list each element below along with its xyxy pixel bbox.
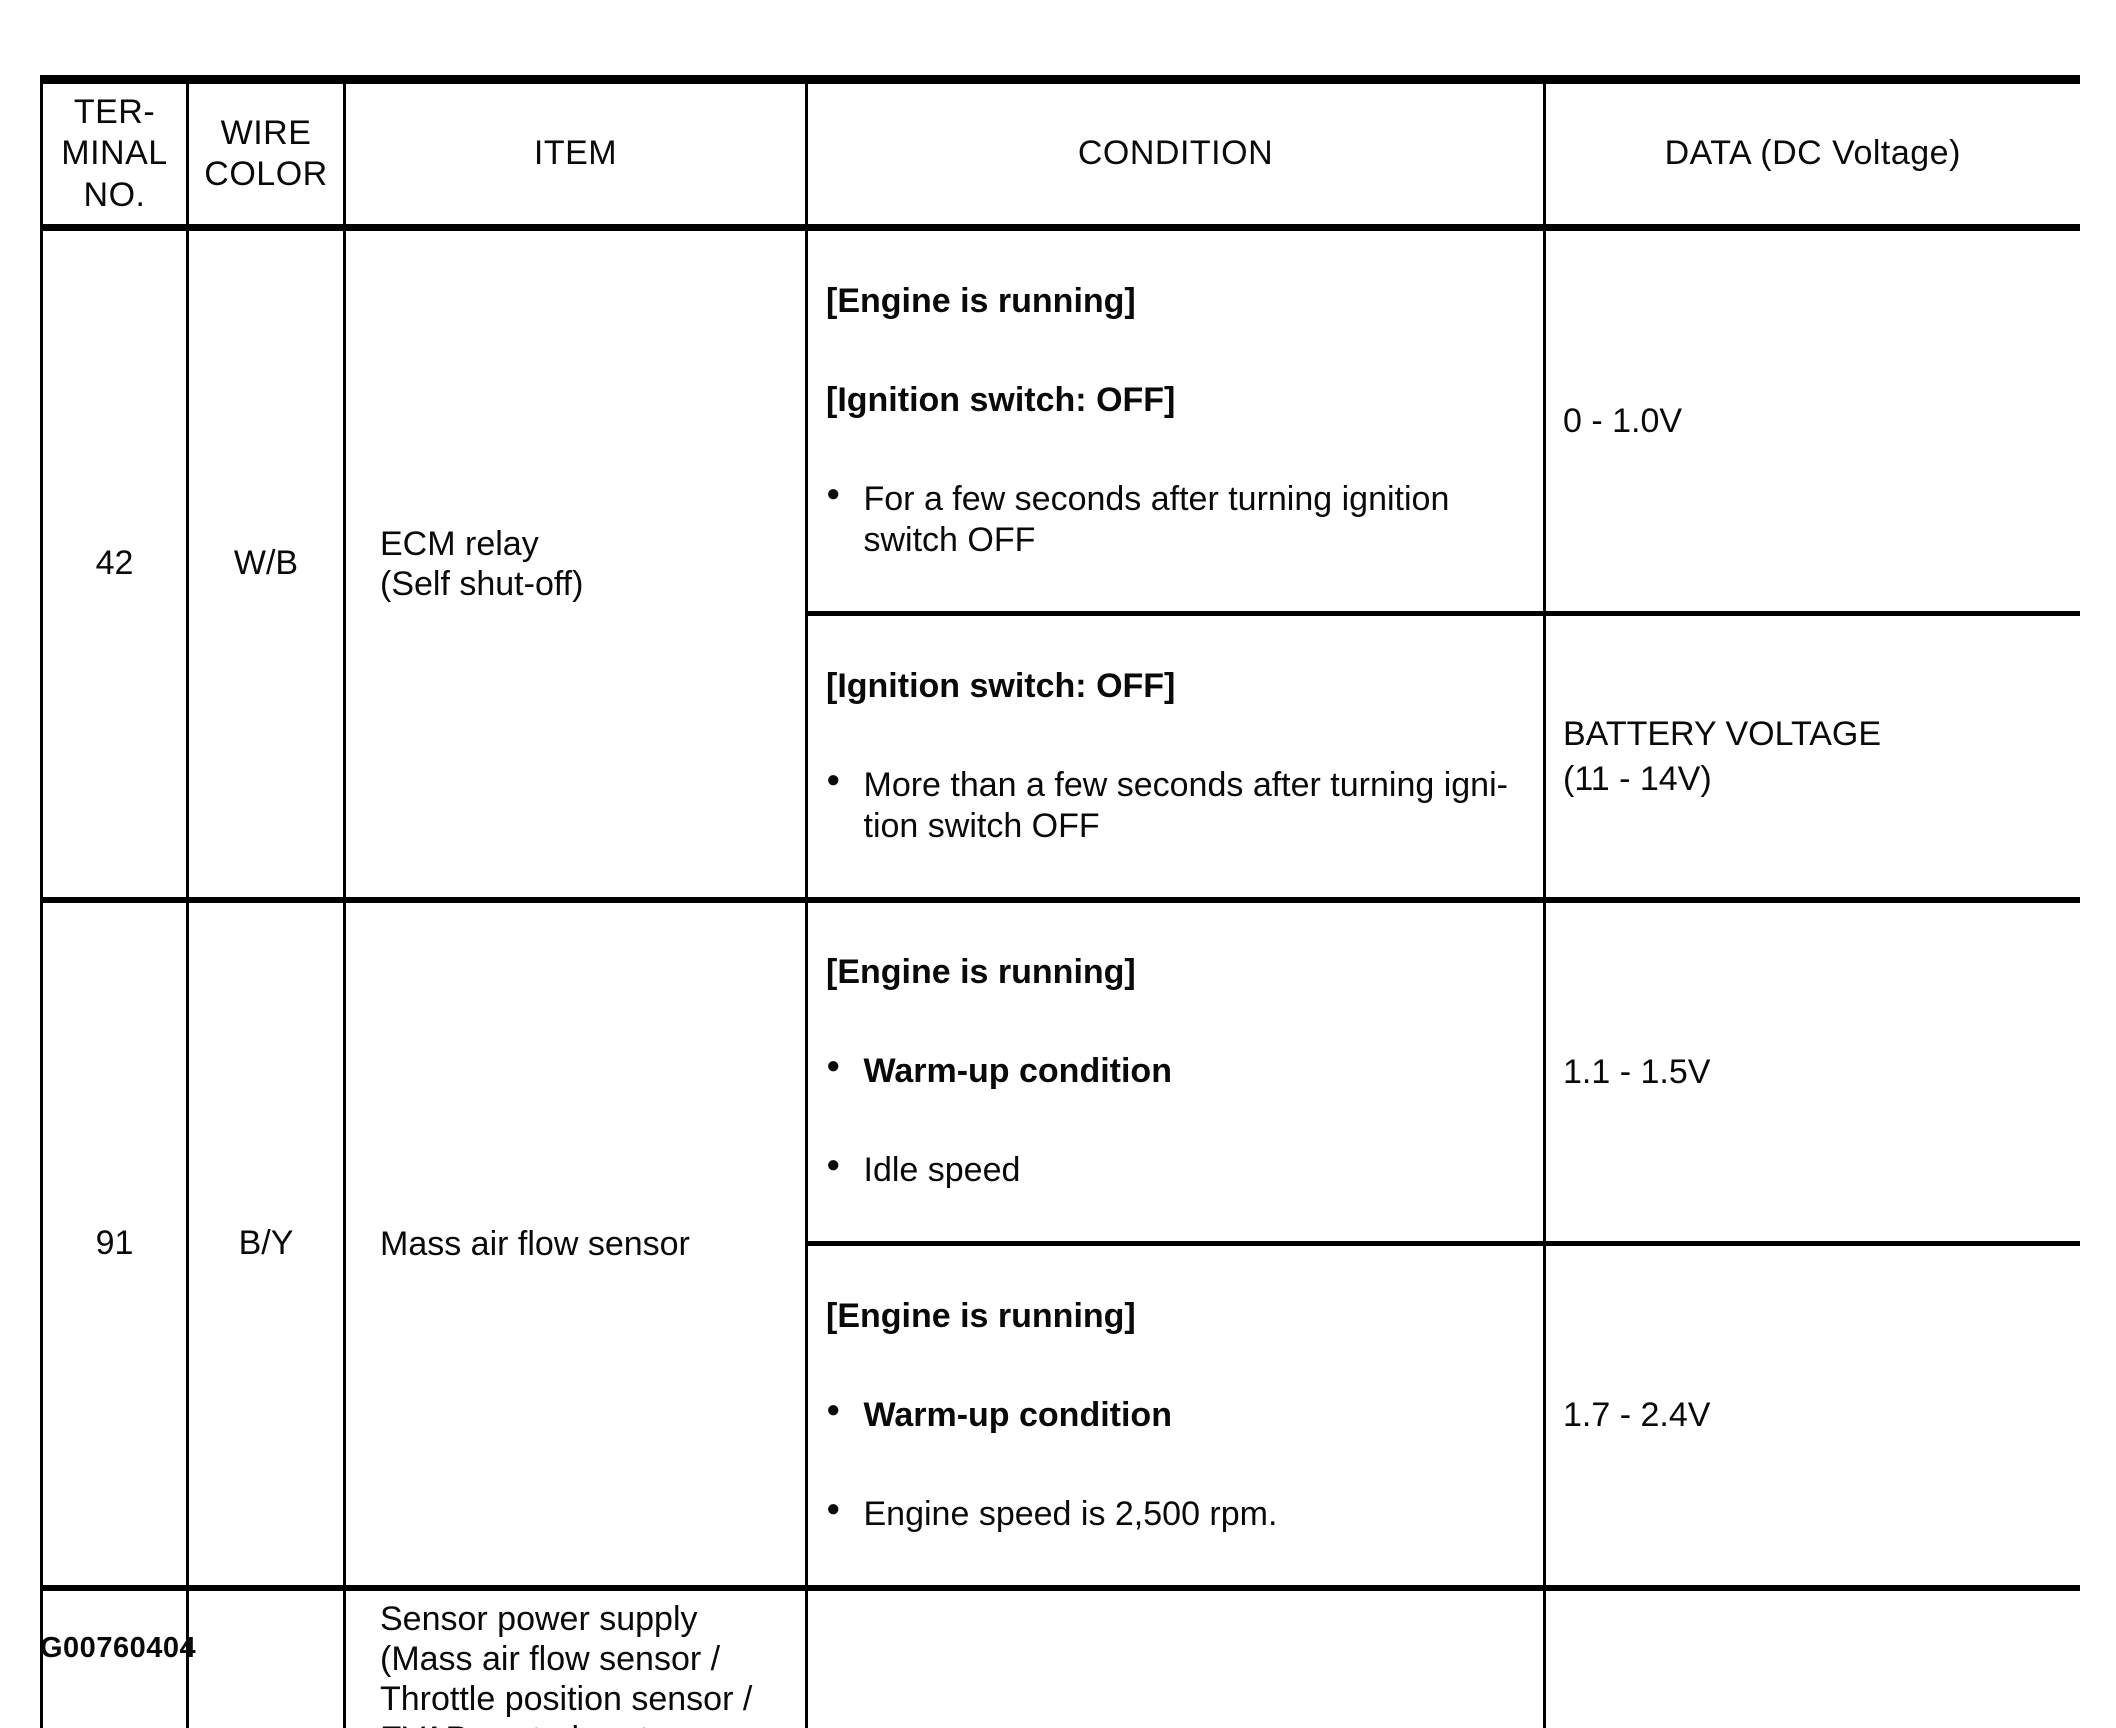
table-header-row: TER- MINAL NO. WIRE COLOR ITEM CONDITION… [41,79,2080,232]
condition-cell: [Ignition switch: OFF] More than a few s… [806,611,1546,900]
data-cell: 0 - 1.0V [1544,224,2080,614]
figure-id: G00760404 [40,1632,197,1664]
table-row-91: 91 B/Y Mass air flow sensor [Engine is r… [41,896,2080,1588]
condition-line: For a few seconds after turning ignition… [826,479,1527,562]
data-value: 1.7 - 2.4V [1563,1395,1711,1434]
data-value: 1.1 - 1.5V [1563,1052,1711,1091]
table-subrow-91b: [Engine is running] Warm-up condition En… [42,1241,2080,1588]
condition-line: Idle speed [826,1150,1527,1191]
wire-color-cell: L [187,1584,346,1728]
data-cell: 1.1 - 1.5V [1544,896,2080,1244]
table-row-103: 103 L Sensor power supply (Mass air flow… [41,1584,2080,1728]
condition-line: [Ignition switch: OFF] [826,380,1176,419]
data-cell: Approximately 5V [1544,1584,2080,1728]
item-cell: Mass air flow sensor [344,896,808,1588]
table-row-42: 42 W/B ECM relay (Self shut-off) [Engine… [41,224,2080,900]
condition-line: [Engine is running] [826,281,1136,320]
terminal-voltage-table: TER- MINAL NO. WIRE COLOR ITEM CONDITION… [40,75,2080,1728]
header-data: DATA (DC Voltage) [1544,79,2080,232]
header-item: ITEM [344,79,808,232]
terminal-no-cell: 103 [41,1584,189,1728]
condition-cell: [Engine is running] [Ignition switch: OF… [806,224,1546,614]
data-cell: BATTERY VOLTAGE (11 - 14V) [1544,611,2080,900]
condition-line: Warm-up condition [826,1051,1527,1092]
table-subrow-42b: [Ignition switch: OFF] More than a few s… [42,611,2080,900]
data-cell: 1.7 - 2.4V [1544,1241,2080,1588]
header-condition: CONDITION [806,79,1546,232]
wire-color-cell: W/B [187,224,346,900]
header-terminal-no: TER- MINAL NO. [41,79,189,232]
terminal-no-cell: 42 [41,224,189,900]
condition-line: [Ignition switch: OFF] [826,666,1176,705]
data-value: BATTERY VOLTAGE (11 - 14V) [1563,714,1882,798]
condition-line: More than a few seconds after turning ig… [826,765,1527,848]
terminal-no-cell: 91 [41,896,189,1588]
condition-line: [Engine is running] [826,1296,1136,1335]
condition-line: [Engine is running] [826,953,1136,992]
condition-cell: [Engine is running] Warm-up condition En… [806,1241,1546,1588]
condition-line: Engine speed is 2,500 rpm. [826,1494,1527,1535]
condition-cell: [Engine is running] Warm-up condition Id… [806,896,1546,1244]
item-cell: Sensor power supply (Mass air flow senso… [344,1584,808,1728]
condition-cell: [Ignition switch: ON] [806,1584,1546,1728]
data-value: 0 - 1.0V [1563,401,1683,440]
header-wire-color: WIRE COLOR [187,79,346,232]
condition-line: Warm-up condition [826,1395,1527,1436]
wire-color-cell: B/Y [187,896,346,1588]
item-cell: ECM relay (Self shut-off) [344,224,808,900]
